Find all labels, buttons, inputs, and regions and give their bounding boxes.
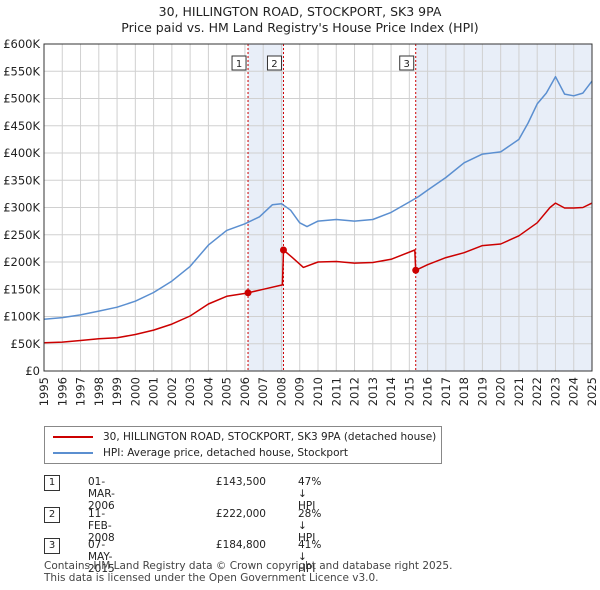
transaction-number: 2 <box>44 507 60 523</box>
y-tick-label: £300K <box>3 201 40 215</box>
x-tick-label: 2018 <box>457 377 471 406</box>
x-tick-label: 2025 <box>585 377 599 406</box>
sale-marker-box <box>231 55 247 71</box>
x-tick-label: 2020 <box>494 377 508 406</box>
x-tick-label: 2019 <box>475 377 489 406</box>
legend-swatch-property <box>53 436 93 438</box>
x-tick-label: 2024 <box>567 377 581 406</box>
sale-point <box>279 246 287 254</box>
y-tick-label: £150K <box>3 282 40 296</box>
sale-point <box>244 289 252 297</box>
legend-label-property: 30, HILLINGTON ROAD, STOCKPORT, SK3 9PA … <box>103 431 437 443</box>
property-price-line <box>43 202 593 344</box>
transaction-number: 1 <box>44 475 60 491</box>
legend-swatch-hpi <box>53 452 93 454</box>
x-tick-label: 2023 <box>548 377 562 406</box>
legend-item-property: 30, HILLINGTON ROAD, STOCKPORT, SK3 9PA … <box>53 430 436 444</box>
y-tick-label: £200K <box>3 255 40 269</box>
y-tick-label: £0 <box>25 364 40 378</box>
price-chart: £0 £50K £100K £150K £200K £250K £300K £350K £400… <box>3 37 599 406</box>
sale-marker-number: 1 <box>236 59 242 70</box>
legend-label-hpi: HPI: Average price, detached house, Stoc… <box>103 447 348 459</box>
transaction-price: £184,800 <box>215 539 266 551</box>
x-tick-label: 2008 <box>274 377 288 406</box>
sale-marker-box <box>266 55 282 71</box>
chart-title-address: 30, HILLINGTON ROAD, STOCKPORT, SK3 9PA <box>158 4 442 19</box>
x-tick-label: 1997 <box>74 377 88 406</box>
x-tick-label: 2002 <box>165 377 179 406</box>
chart-legend: 30, HILLINGTON ROAD, STOCKPORT, SK3 9PA … <box>44 426 442 464</box>
x-tick-label: 1995 <box>37 377 51 406</box>
plot-frame <box>43 43 593 372</box>
chart-title-subtitle: Price paid vs. HM Land Registry's House … <box>121 20 479 35</box>
x-tick-label: 2011 <box>329 377 343 406</box>
hpi-line <box>43 75 593 320</box>
y-tick-label: £350K <box>3 173 40 187</box>
x-tick-label: 2007 <box>256 377 270 406</box>
x-tick-label: 2006 <box>238 377 252 406</box>
y-tick-label: £250K <box>3 228 40 242</box>
x-tick-label: 2010 <box>311 377 325 406</box>
transaction-date: 01-MAR-2006 <box>88 476 115 512</box>
transaction-hpi-relative: 41% ↓ HPI <box>298 539 322 575</box>
y-tick-label: £100K <box>3 310 40 324</box>
x-tick-label: 2013 <box>366 377 380 406</box>
transaction-price: £143,500 <box>215 476 266 488</box>
x-tick-label: 2022 <box>530 377 544 406</box>
transaction-date: 07-MAY-2015 <box>88 539 115 575</box>
y-tick-label: £550K <box>3 64 40 78</box>
sale-marker-number: 3 <box>404 59 410 70</box>
x-tick-label: 2016 <box>421 377 435 406</box>
x-tick-label: 2017 <box>439 377 453 406</box>
x-tick-label: 2015 <box>402 377 416 406</box>
sale-marker-number: 2 <box>271 59 277 70</box>
x-tick-label: 2003 <box>183 377 197 406</box>
sale-marker-box <box>399 55 415 71</box>
x-tick-label: 1998 <box>92 377 106 406</box>
y-tick-label: £50K <box>11 337 41 351</box>
transaction-date: 11-FEB-2008 <box>88 508 115 544</box>
y-tick-label: £500K <box>3 92 40 106</box>
x-tick-label: 2012 <box>348 377 362 406</box>
x-tick-label: 2005 <box>220 377 234 406</box>
x-tick-label: 1999 <box>110 377 124 406</box>
x-tick-label: 2014 <box>384 377 398 406</box>
transaction-hpi-relative: 28% ↓ HPI <box>298 508 322 544</box>
x-tick-label: 2001 <box>147 377 161 406</box>
y-tick-label: £600K <box>3 37 40 51</box>
footer-licence: This data is licensed under the Open Gov… <box>44 572 379 584</box>
sale-point <box>412 266 420 274</box>
y-tick-label: £400K <box>3 146 40 160</box>
x-tick-label: 2009 <box>293 377 307 406</box>
transaction-price: £222,000 <box>215 508 266 520</box>
legend-item-hpi: HPI: Average price, detached house, Stoc… <box>53 446 348 460</box>
footer-copyright: Contains HM Land Registry data © Crown c… <box>44 560 453 572</box>
x-tick-label: 2021 <box>512 377 526 406</box>
x-tick-label: 2004 <box>201 377 215 406</box>
y-tick-label: £450K <box>3 119 40 133</box>
x-tick-label: 2000 <box>128 377 142 406</box>
transaction-number: 3 <box>44 538 60 554</box>
x-tick-label: 1996 <box>55 377 69 406</box>
transaction-hpi-relative: 47% ↓ HPI <box>298 476 322 512</box>
